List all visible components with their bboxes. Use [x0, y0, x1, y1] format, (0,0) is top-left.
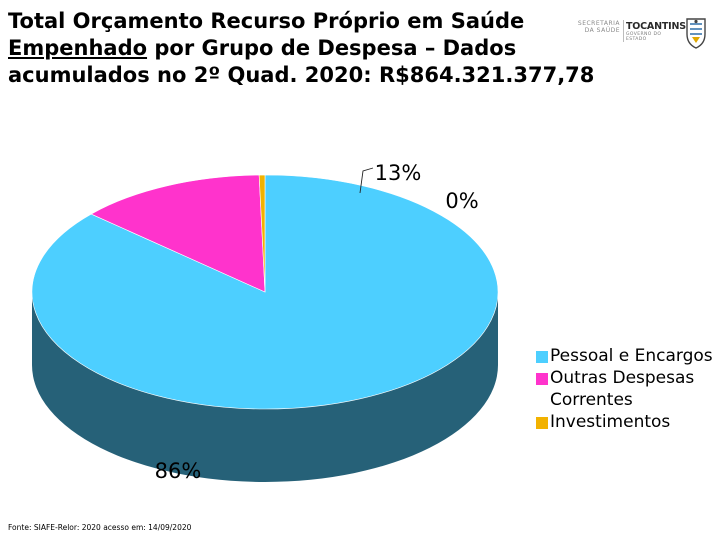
legend-swatch-2: [536, 417, 548, 429]
legend-item-1: Outras Despesas Correntes: [536, 367, 716, 411]
tocantins-logo: SECRETARIA DA SAÚDE TOCANTINS GOVERNO DO…: [570, 8, 712, 49]
title-line-2-rest: por Grupo de Despesa – Dados: [147, 36, 517, 60]
legend-label-0: Pessoal e Encargos: [550, 346, 713, 366]
pie-labels: 86% 13% 0%: [155, 161, 479, 483]
pie-data-label-2: 0%: [445, 189, 478, 213]
legend-swatch-1: [536, 373, 548, 385]
legend-label-1: Outras Despesas Correntes: [550, 368, 695, 410]
title-underlined-word: Empenhado: [8, 36, 148, 60]
brand-block: TOCANTINS GOVERNO DO ESTADO: [626, 21, 686, 42]
pie-data-label-0: 86%: [155, 459, 202, 483]
brand-subtitle: GOVERNO DO ESTADO: [626, 32, 662, 42]
legend-label-2: Investimentos: [550, 412, 671, 432]
pie-tops: [31, 174, 499, 410]
pie-leaders: [359, 167, 374, 194]
title-line-2: Empenhado por Grupo de Despesa – Dados: [8, 35, 568, 62]
pie-side-0-0: [32, 292, 498, 482]
legend-swatch-0: [536, 351, 548, 363]
pie-sides: [32, 292, 498, 482]
chart-legend: Pessoal e Encargos Outras Despesas Corren…: [536, 345, 716, 433]
chart-title: Total Orçamento Recurso Próprio em Saúde…: [8, 8, 595, 89]
pie-slice-1: [90, 174, 266, 293]
pie-slice-2: [258, 174, 266, 293]
pie-data-label-1: 13%: [375, 161, 422, 185]
secretaria-line-1: SECRETARIA: [577, 20, 620, 27]
leader-line-1: [359, 167, 374, 194]
coat-of-arms-icon: [686, 18, 706, 49]
title-line-1: Total Orçamento Recurso Próprio em Saúde: [8, 9, 525, 33]
legend-item-0: Pessoal e Encargos: [536, 345, 716, 367]
secretaria-line-2: DA SAÚDE: [584, 27, 620, 34]
legend-item-2: Investimentos: [536, 411, 716, 433]
source-note: Fonte: SIAFE-Relor: 2020 acesso em: 14/0…: [8, 523, 192, 532]
logo-divider: [623, 20, 624, 42]
secretaria-saude-text: SECRETARIA DA SAÚDE: [576, 20, 620, 34]
brand-name: TOCANTINS: [626, 21, 686, 32]
title-line-3: acumulados no 2º Quad. 2020: R$864.321.3…: [8, 63, 595, 87]
